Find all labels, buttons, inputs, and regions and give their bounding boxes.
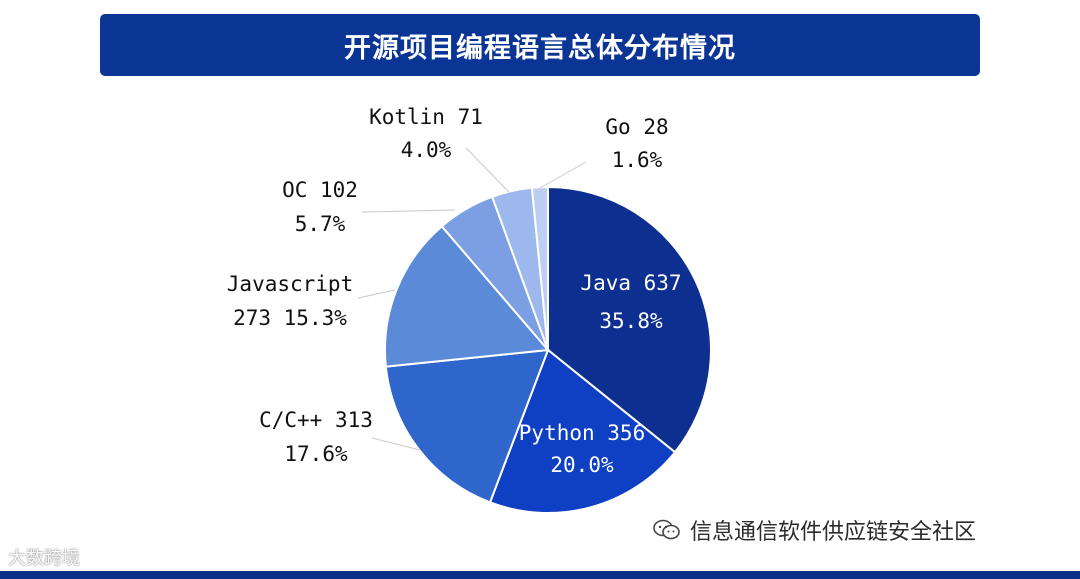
watermark-left: 大数跨境 <box>8 544 80 570</box>
slice-label-line1: Go 28 <box>605 115 668 139</box>
leader-line <box>357 289 396 299</box>
slice-label-line2: 273 15.3% <box>233 306 347 330</box>
slice-label-line2: 20.0% <box>550 453 614 477</box>
slice-label-line2: 17.6% <box>284 442 348 466</box>
slice-label-line1: Java 637 <box>580 271 681 295</box>
pie-slice-java <box>547 185 712 454</box>
slice-label-line1: Python 356 <box>519 421 645 445</box>
wechat-icon <box>653 519 680 540</box>
slice-label-line2: 4.0% <box>401 138 452 162</box>
watermark-right: 信息通信软件供应链安全社区 <box>652 514 976 546</box>
slice-label-line2: 1.6% <box>612 148 663 172</box>
chart-title: 开源项目编程语言总体分布情况 <box>344 32 736 64</box>
pie-slice-javascript <box>384 224 551 368</box>
pie-slice-go <box>530 185 549 351</box>
slice-label-line2: 35.8% <box>599 309 663 333</box>
pie-slice-python <box>488 348 677 514</box>
watermark-right-text: 信息通信软件供应链安全社区 <box>690 520 977 545</box>
leader-line <box>465 147 511 194</box>
slice-label-line2: 5.7% <box>295 212 346 236</box>
slice-label-line1: OC 102 <box>282 178 358 202</box>
watermark-left-text: 大数跨境 <box>8 548 80 569</box>
title-bar: 开源项目编程语言总体分布情况 <box>100 14 980 76</box>
slice-label-line1: C/C++ 313 <box>259 408 373 432</box>
bottom-strip <box>0 571 1080 579</box>
slice-label-line1: Kotlin 71 <box>369 105 483 129</box>
slice-label-line1: Javascript <box>227 272 353 296</box>
leader-line <box>539 161 587 189</box>
leader-line <box>361 209 456 213</box>
leader-line <box>371 437 421 451</box>
